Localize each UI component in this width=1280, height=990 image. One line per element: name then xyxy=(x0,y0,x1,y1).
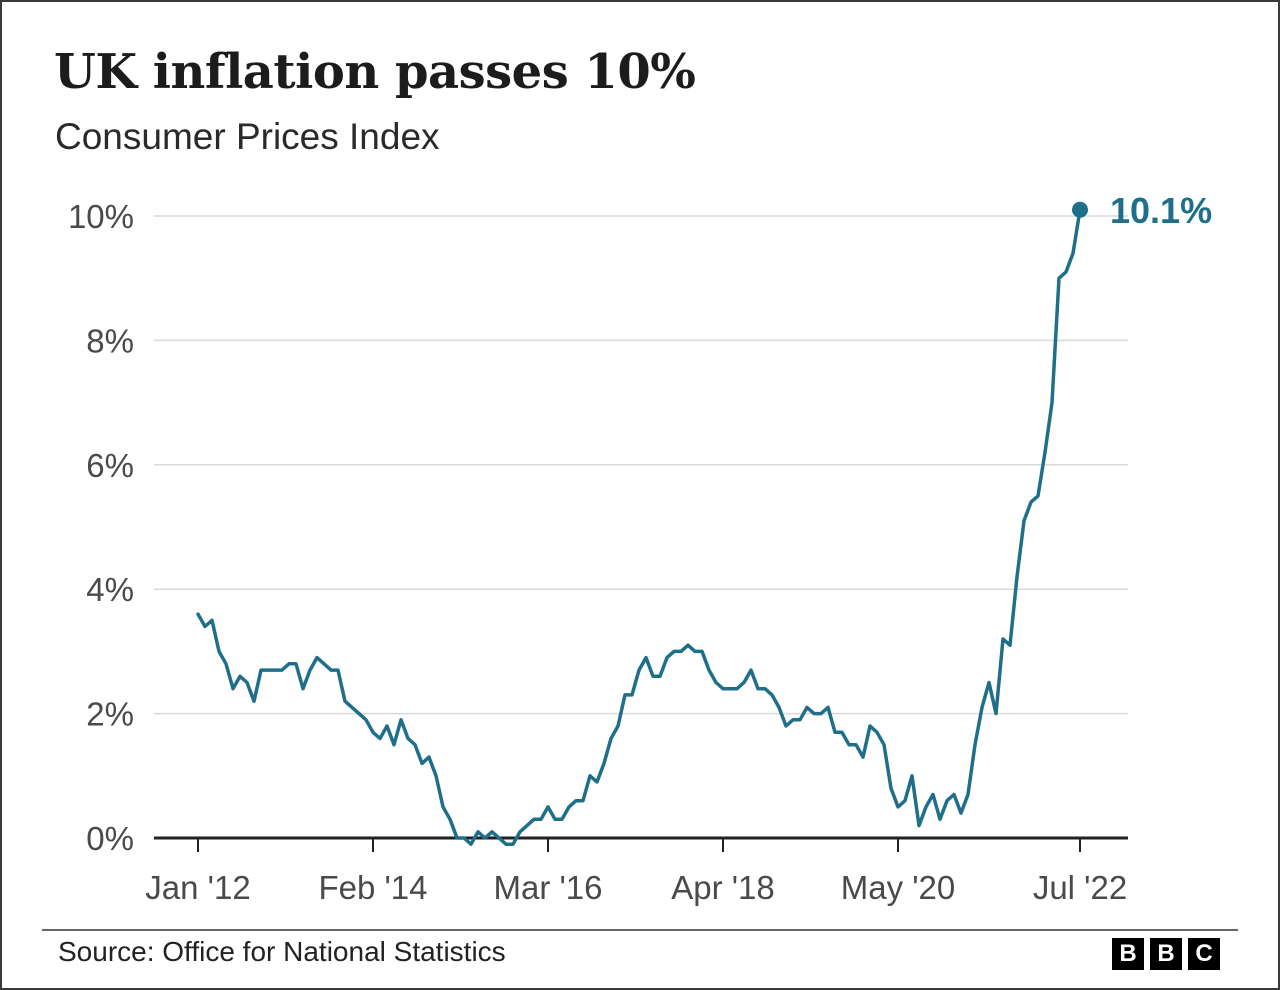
source-note: Source: Office for National Statistics xyxy=(58,936,506,967)
end-value-label: 10.1% xyxy=(1110,190,1212,231)
bbc-logo: B B C xyxy=(1112,938,1220,970)
chart-title: UK inflation passes 10% xyxy=(54,44,696,100)
y-tick-label: 6% xyxy=(86,447,134,484)
logo-block: C xyxy=(1188,938,1220,970)
y-tick-label: 8% xyxy=(86,322,134,359)
logo-block: B xyxy=(1112,938,1144,970)
footer-divider xyxy=(42,929,1238,931)
chart-subtitle: Consumer Prices Index xyxy=(55,116,440,157)
series-line xyxy=(196,208,1082,846)
x-tick-label: Mar '16 xyxy=(493,869,602,906)
x-tick-label: Jul '22 xyxy=(1033,869,1127,906)
y-tick-label: 4% xyxy=(86,571,134,608)
y-tick-label: 0% xyxy=(86,820,134,857)
y-tick-label: 2% xyxy=(86,696,134,733)
y-tick-label: 10% xyxy=(68,198,134,235)
x-tick-label: Jan '12 xyxy=(145,869,250,906)
x-tick-label: Feb '14 xyxy=(318,869,427,906)
logo-block: B xyxy=(1150,938,1182,970)
end-point xyxy=(1072,201,1088,218)
x-tick-label: May '20 xyxy=(841,869,956,906)
x-tick-label: Apr '18 xyxy=(671,869,775,906)
